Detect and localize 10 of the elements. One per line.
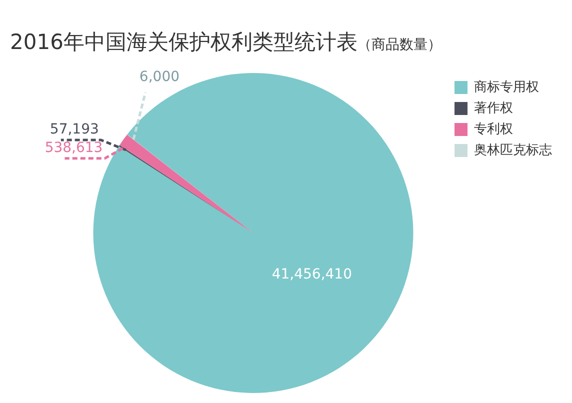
data-label: 57,193 [50, 122, 99, 138]
legend-label: 商标专用权 [474, 80, 539, 95]
legend-label: 专利权 [474, 122, 513, 137]
legend-label: 著作权 [474, 100, 513, 116]
chart-title: 2016年中国海关保护权利类型统计表 [10, 30, 358, 54]
chart-subtitle: （商品数量） [357, 37, 442, 53]
data-label: 41,456,410 [272, 266, 352, 282]
data-label: 6,000 [139, 69, 180, 86]
legend-label: 奥林匹克标志 [474, 142, 552, 158]
data-label: 538,613 [44, 140, 103, 156]
